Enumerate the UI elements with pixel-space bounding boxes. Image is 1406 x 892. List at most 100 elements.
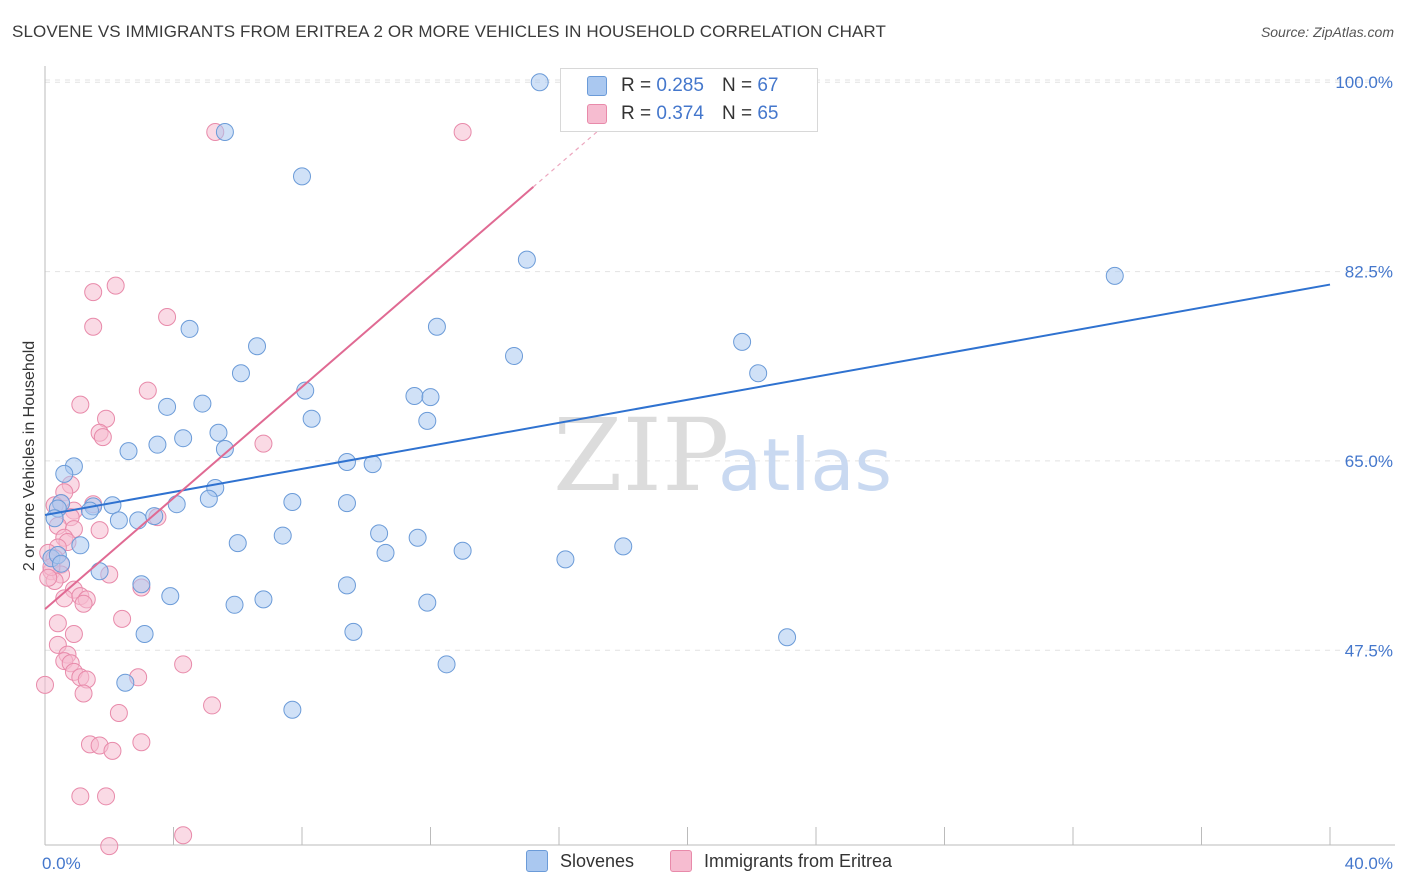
legend-r-label: R = [621, 75, 652, 96]
data-point-slovenes [273, 526, 292, 545]
watermark-atlas: atlas [718, 423, 892, 507]
data-point-eritrea [84, 283, 103, 302]
data-point-slovenes [408, 528, 427, 547]
data-point-slovenes [530, 73, 549, 92]
legend-label-slovenes: Slovenes [560, 850, 635, 871]
data-point-slovenes [215, 122, 234, 141]
legend-n-label: N = [721, 75, 753, 96]
data-point-slovenes [283, 493, 302, 512]
data-point-eritrea [113, 609, 132, 628]
source-label: Source: ZipAtlas.com [1260, 24, 1394, 40]
data-point-slovenes [517, 250, 536, 269]
data-point-slovenes [55, 464, 74, 483]
data-point-slovenes [174, 429, 193, 448]
data-point-slovenes [90, 562, 109, 581]
axes [44, 66, 1395, 846]
data-point-slovenes [556, 550, 575, 569]
data-point-eritrea [36, 675, 54, 694]
chart-title: SLOVENE VS IMMIGRANTS FROM ERITREA 2 OR … [12, 22, 886, 41]
watermark-zip: ZIP [553, 397, 729, 514]
data-point-slovenes [418, 593, 437, 612]
y-tick-labels: 47.5% 65.0% 82.5% 100.0% [1335, 73, 1393, 660]
data-point-eritrea [109, 704, 128, 723]
series-legend: Slovenes Immigrants from Eritrea [0, 850, 1406, 878]
data-point-slovenes [148, 435, 167, 454]
data-point-eritrea [174, 826, 193, 845]
data-point-slovenes [1105, 266, 1124, 285]
data-point-slovenes [103, 496, 122, 515]
data-point-slovenes [505, 346, 524, 365]
legend-swatch-pink [670, 850, 692, 872]
data-point-slovenes [254, 590, 273, 609]
data-point-slovenes [749, 364, 768, 383]
data-point-slovenes [293, 167, 311, 186]
data-point-slovenes [376, 543, 395, 562]
data-point-slovenes [199, 489, 218, 508]
legend-swatch-blue [587, 76, 607, 96]
data-point-slovenes [370, 524, 389, 543]
data-point-eritrea [90, 521, 109, 540]
y-tick-label: 65.0% [1345, 452, 1393, 471]
data-point-slovenes [248, 337, 267, 356]
data-point-eritrea [158, 308, 177, 327]
trend-line-slovenes [44, 283, 1331, 516]
data-point-eritrea [97, 787, 116, 806]
data-point-slovenes [427, 317, 446, 336]
trend-lines [44, 94, 1331, 610]
data-point-slovenes [231, 364, 250, 383]
data-point-slovenes [135, 625, 154, 644]
data-point-slovenes [119, 442, 138, 461]
x-tick-labels: 0.0% 40.0% [42, 854, 1393, 873]
data-point-slovenes [180, 319, 199, 338]
data-point-slovenes [337, 576, 356, 595]
legend-swatch-blue [526, 850, 548, 872]
y-tick-label: 100.0% [1335, 73, 1393, 92]
data-point-eritrea [254, 434, 273, 453]
data-point-slovenes [421, 388, 440, 407]
data-point-slovenes [614, 537, 633, 556]
data-point-eritrea [132, 733, 151, 752]
data-point-eritrea [84, 317, 103, 336]
data-point-slovenes [132, 575, 151, 594]
data-point-eritrea [103, 741, 122, 760]
data-point-eritrea [138, 381, 157, 400]
series-slovenes-points [42, 73, 1124, 719]
data-point-slovenes [302, 409, 321, 428]
x-tick-label: 0.0% [42, 854, 81, 873]
data-point-slovenes [283, 700, 302, 719]
data-point-eritrea [74, 594, 93, 613]
data-point-slovenes [209, 423, 228, 442]
data-point-slovenes [193, 394, 212, 413]
legend-r-value: 0.285 [656, 75, 704, 96]
data-point-eritrea [71, 395, 90, 414]
data-point-slovenes [344, 622, 363, 641]
data-point-eritrea [64, 625, 83, 644]
data-point-slovenes [71, 536, 90, 555]
data-point-slovenes [228, 534, 247, 553]
data-point-eritrea [71, 787, 90, 806]
watermark: ZIP atlas [553, 397, 892, 514]
legend-item-slovenes: Slovenes [526, 850, 634, 872]
data-point-eritrea [39, 568, 58, 587]
legend-n-value: 65 [757, 103, 779, 124]
data-point-slovenes [733, 332, 752, 351]
y-tick-label: 47.5% [1345, 641, 1393, 660]
data-point-eritrea [74, 684, 93, 703]
data-point-eritrea [203, 696, 222, 715]
data-point-slovenes [778, 628, 797, 647]
legend-r-label: R = [621, 103, 652, 124]
legend-row-eritrea: R = 0.374 N = 65 [587, 101, 778, 127]
data-point-slovenes [418, 411, 437, 430]
grid-lines [45, 79, 1395, 651]
legend-n-value: 67 [757, 75, 779, 96]
data-point-slovenes [109, 511, 128, 530]
data-point-eritrea [174, 655, 193, 674]
x-tick-label: 40.0% [1345, 854, 1393, 873]
legend-r-value: 0.374 [656, 103, 704, 124]
data-point-eritrea [100, 837, 119, 856]
data-point-slovenes [158, 397, 177, 416]
data-point-slovenes [437, 655, 456, 674]
y-axis-title: 2 or more Vehicles in Household [21, 341, 38, 571]
data-point-eritrea [93, 428, 112, 447]
data-point-slovenes [225, 595, 244, 614]
